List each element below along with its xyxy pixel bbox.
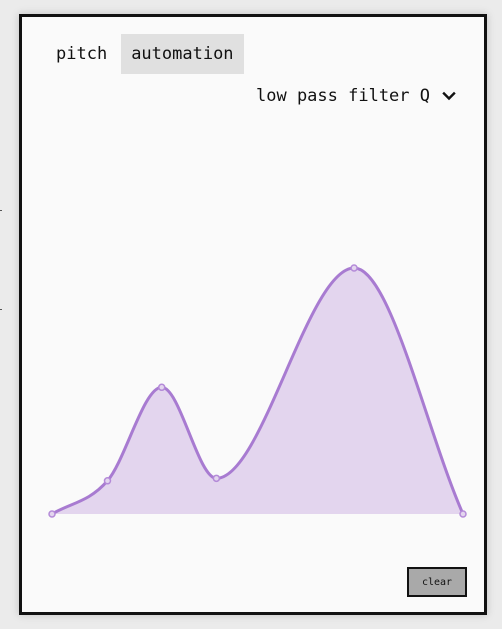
automation-graph[interactable]	[22, 17, 484, 612]
control-point[interactable]	[460, 511, 466, 517]
control-point[interactable]	[104, 478, 110, 484]
clear-button[interactable]: clear	[407, 567, 467, 597]
control-point[interactable]	[213, 475, 219, 481]
backdrop-edge	[0, 210, 2, 310]
automation-panel: pitch automation low pass filter Q clear	[19, 14, 487, 615]
control-point[interactable]	[49, 511, 55, 517]
curve-area	[52, 268, 463, 514]
control-point[interactable]	[159, 384, 165, 390]
control-point[interactable]	[351, 265, 357, 271]
